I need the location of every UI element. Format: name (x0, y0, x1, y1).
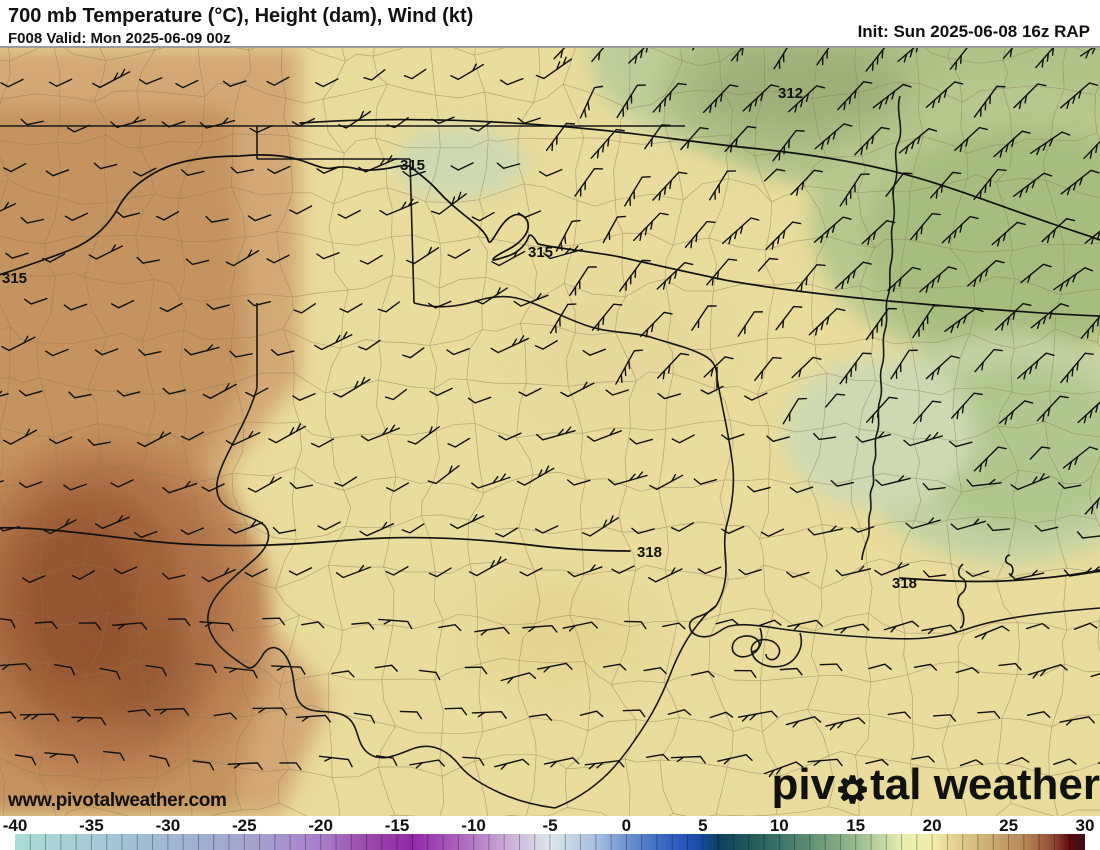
svg-text:318: 318 (892, 575, 917, 592)
svg-text:315: 315 (2, 270, 27, 287)
svg-text:318: 318 (637, 544, 662, 561)
svg-text:315: 315 (528, 244, 553, 261)
svg-text:312: 312 (778, 85, 803, 102)
svg-text:315: 315 (400, 157, 425, 174)
